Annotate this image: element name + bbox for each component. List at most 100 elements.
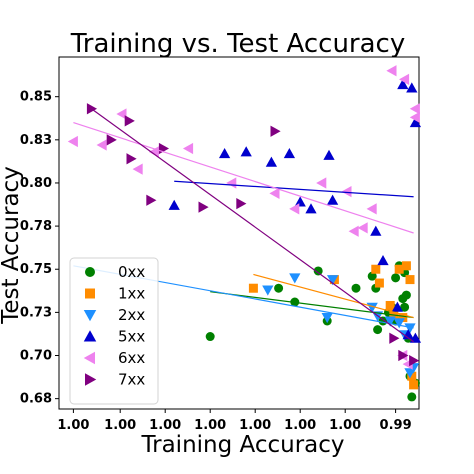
y-tick-label: 0.68 [20, 392, 52, 407]
data-point-6xx [289, 203, 300, 215]
data-point-1xx [398, 313, 408, 323]
data-point-1xx [394, 264, 404, 274]
data-point-0xx [367, 271, 377, 281]
data-point-2xx [404, 368, 416, 379]
data-point-1xx [374, 278, 384, 288]
data-point-7xx [398, 349, 409, 362]
legend-marker-2xx [83, 310, 97, 322]
y-tick-label: 0.85 [20, 90, 52, 105]
data-point-5xx [370, 225, 382, 236]
data-point-2xx [393, 318, 405, 329]
data-point-7xx [389, 332, 400, 344]
x-tick-label: 1.00 [149, 418, 181, 433]
y-axis-ticks: 0.68 0.70 0.73 0.75 0.78 0.80 0.83 0.85 [20, 90, 59, 407]
data-point-7xx [270, 125, 281, 137]
data-point-2xx [404, 323, 416, 334]
legend-label: 1xx [118, 285, 145, 303]
data-point-6xx [182, 142, 194, 155]
data-point-5xx [326, 194, 339, 205]
data-point-5xx [402, 329, 414, 340]
x-tick-label: 1.00 [104, 418, 136, 433]
data-point-5xx [265, 156, 278, 167]
data-point-6xx [96, 139, 107, 151]
data-point-5xx [409, 332, 422, 343]
data-point-0xx [313, 266, 323, 276]
data-point-7xx [124, 115, 135, 127]
plot-area [58, 56, 422, 410]
data-point-5xx [168, 199, 180, 210]
trend-line-1xx [253, 273, 414, 319]
data-point-0xx [373, 325, 383, 335]
data-point-0xx [274, 283, 284, 293]
data-point-6xx [357, 222, 368, 234]
data-point-6xx [398, 73, 410, 86]
data-point-5xx [397, 78, 409, 90]
data-point-0xx [407, 392, 417, 402]
x-tick-label: 1.00 [194, 418, 226, 433]
legend-label: 5xx [118, 328, 145, 346]
data-point-6xx [226, 177, 237, 189]
y-tick-label: 0.70 [20, 349, 52, 364]
legend-marker-6xx [83, 351, 95, 365]
data-point-6xx [409, 111, 420, 124]
data-point-0xx [391, 273, 401, 283]
data-point-1xx [409, 380, 419, 390]
data-point-0xx [400, 302, 410, 312]
x-tick-label: 1.00 [239, 418, 271, 433]
trend-line-0xx [210, 291, 414, 319]
data-point-6xx [116, 108, 127, 120]
data-point-7xx [198, 201, 209, 213]
data-point-5xx [218, 148, 231, 159]
plot-frame [58, 56, 420, 410]
data-point-5xx [305, 203, 317, 214]
data-point-7xx [146, 194, 157, 206]
data-point-6xx [386, 65, 397, 77]
data-point-5xx [323, 149, 335, 160]
data-point-7xx [236, 198, 247, 210]
y-tick-label: 0.75 [20, 262, 52, 277]
legend-marker-7xx [85, 373, 97, 386]
x-tick-label: 0.99 [380, 418, 412, 433]
data-point-6xx [132, 163, 143, 175]
x-tick-label: 1.00 [57, 418, 89, 433]
data-point-2xx [289, 273, 301, 284]
chart-title: Training vs. Test Accuracy [70, 29, 405, 59]
data-point-5xx [240, 146, 252, 157]
y-tick-label: 0.83 [20, 133, 52, 148]
y-axis-label: Test Accuracy [0, 166, 24, 325]
x-axis-ticks: 1.00 1.00 1.00 1.00 1.00 1.00 1.00 0.99 [57, 409, 412, 433]
data-point-1xx [371, 264, 381, 274]
data-point-5xx [391, 301, 404, 312]
trend-line-7xx [91, 108, 414, 343]
data-point-6xx [366, 203, 377, 215]
x-tick-label: 1.00 [329, 418, 361, 433]
data-point-7xx [409, 355, 420, 367]
data-point-0xx [401, 290, 411, 300]
x-axis-label: Training Accuracy [140, 432, 344, 458]
data-point-2xx [321, 313, 333, 324]
data-point-5xx [283, 148, 296, 159]
legend: 0xx 1xx 2xx 5xx 6xx 7xx [69, 257, 159, 405]
data-point-5xx [406, 82, 418, 93]
legend-marker-5xx [83, 330, 97, 342]
legend-label: 7xx [118, 371, 145, 389]
legend-label: 0xx [118, 263, 145, 281]
trend-line-6xx [73, 121, 414, 234]
legend-marker-0xx [85, 267, 95, 277]
y-tick-label: 0.78 [20, 219, 52, 234]
data-point-1xx [389, 309, 399, 319]
x-tick-label: 1.00 [284, 418, 316, 433]
data-point-5xx [409, 116, 422, 128]
trend-line-5xx [174, 180, 414, 198]
data-point-6xx [341, 185, 352, 198]
data-point-2xx [262, 285, 274, 296]
data-point-6xx [348, 225, 359, 237]
legend-label: 6xx [118, 349, 145, 367]
y-tick-label: 0.80 [20, 176, 52, 191]
data-point-2xx [384, 316, 396, 327]
data-point-7xx [126, 153, 137, 165]
y-tick-label: 0.73 [20, 305, 52, 320]
data-point-1xx [401, 261, 411, 271]
data-point-0xx [351, 283, 361, 293]
